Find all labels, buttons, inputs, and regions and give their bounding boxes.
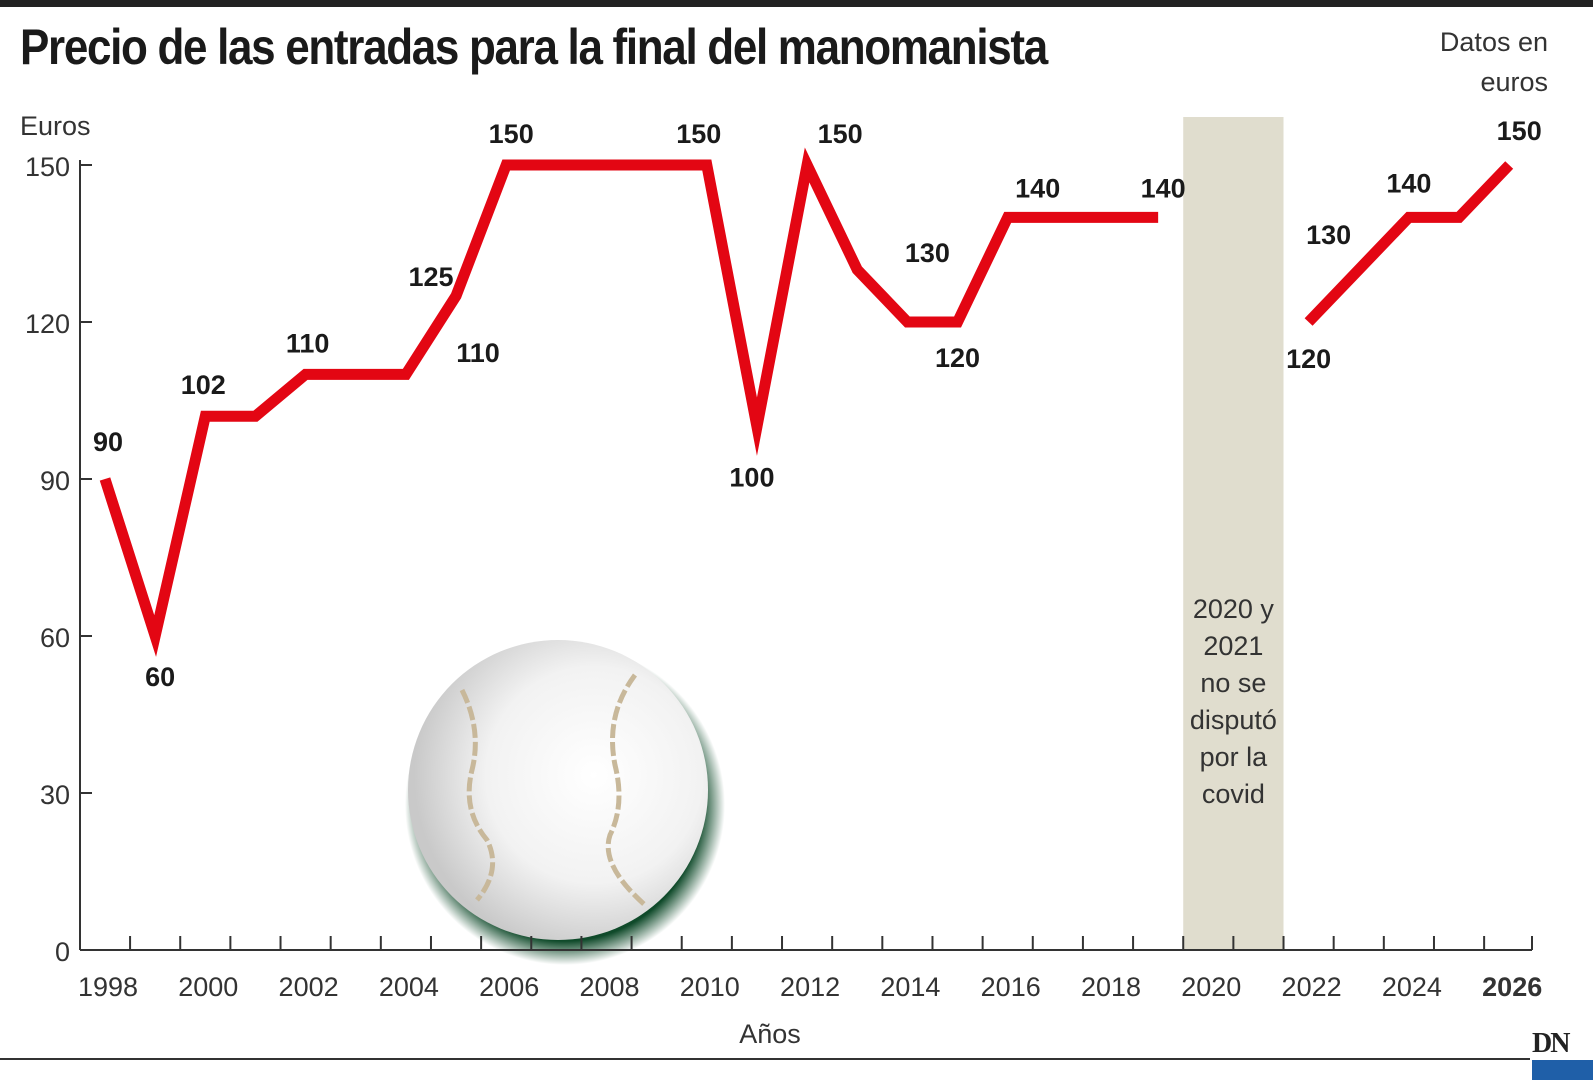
data-label: 140 bbox=[1015, 173, 1060, 203]
top-rule bbox=[0, 0, 1593, 7]
y-tick-label: 120 bbox=[25, 309, 70, 339]
data-label: 130 bbox=[1306, 220, 1351, 250]
data-label: 140 bbox=[1141, 173, 1186, 203]
covid-annotation-line: 2021 bbox=[1203, 631, 1263, 661]
covid-annotation-line: disputó bbox=[1190, 705, 1277, 735]
units-note: Datos en euros bbox=[1439, 27, 1548, 97]
data-label: 110 bbox=[286, 328, 330, 358]
data-label: 130 bbox=[905, 238, 950, 268]
covid-band: 2020 y 2021 no se disputó por la covid bbox=[1183, 117, 1284, 950]
data-label: 90 bbox=[93, 427, 123, 457]
x-tick-label: 2014 bbox=[880, 972, 940, 1002]
bottom-rule bbox=[0, 1058, 1530, 1060]
dn-logo: DN bbox=[1532, 1028, 1570, 1059]
data-label: 150 bbox=[818, 119, 863, 149]
data-label: 125 bbox=[409, 262, 454, 292]
x-tick-label: 2016 bbox=[981, 972, 1041, 1002]
pelota-illustration bbox=[405, 640, 725, 965]
data-label: 120 bbox=[1286, 344, 1331, 374]
price-line bbox=[99, 147, 1159, 657]
logo-bar bbox=[1532, 1060, 1593, 1080]
data-label: 102 bbox=[181, 370, 226, 400]
x-tick-label: 2012 bbox=[780, 972, 840, 1002]
x-tick-label: 2002 bbox=[279, 972, 339, 1002]
x-tick-label: 2004 bbox=[379, 972, 439, 1002]
x-tick-label: 2018 bbox=[1081, 972, 1141, 1002]
covid-annotation-line: 2020 y bbox=[1193, 594, 1275, 624]
x-tick-label: 2006 bbox=[479, 972, 539, 1002]
x-tick-label: 2000 bbox=[178, 972, 238, 1002]
covid-band-rect bbox=[1183, 117, 1284, 950]
covid-annotation-line: covid bbox=[1202, 779, 1265, 809]
x-tick-label: 1998 bbox=[78, 972, 138, 1002]
x-tick-label: 2010 bbox=[680, 972, 740, 1002]
y-tick-label: 30 bbox=[40, 780, 70, 810]
covid-annotation-line: por la bbox=[1200, 742, 1269, 772]
y-tick-label: 0 bbox=[55, 937, 70, 967]
y-tick-label: 90 bbox=[40, 466, 70, 496]
x-tick-label: 2022 bbox=[1282, 972, 1342, 1002]
data-label: 150 bbox=[676, 119, 721, 149]
x-tick-label: 2026 bbox=[1482, 972, 1542, 1002]
x-tick-label: 2008 bbox=[579, 972, 639, 1002]
data-label: 150 bbox=[1497, 116, 1542, 146]
chart-title: Precio de las entradas para la final del… bbox=[20, 19, 1048, 75]
x-tick-label: 2020 bbox=[1181, 972, 1241, 1002]
x-tick-label: 2024 bbox=[1382, 972, 1442, 1002]
covid-annotation-line: no se bbox=[1200, 668, 1266, 698]
data-label: 120 bbox=[935, 343, 980, 373]
x-axis-label: Años bbox=[739, 1019, 801, 1049]
data-label: 150 bbox=[489, 119, 534, 149]
data-label: 140 bbox=[1386, 168, 1431, 198]
y-tick-label: 150 bbox=[25, 152, 70, 182]
data-label: 110 bbox=[456, 338, 500, 368]
data-label: 60 bbox=[145, 662, 175, 692]
y-tick-label: 60 bbox=[40, 623, 70, 653]
data-label: 100 bbox=[729, 463, 774, 493]
y-axis-label: Euros bbox=[20, 111, 91, 141]
